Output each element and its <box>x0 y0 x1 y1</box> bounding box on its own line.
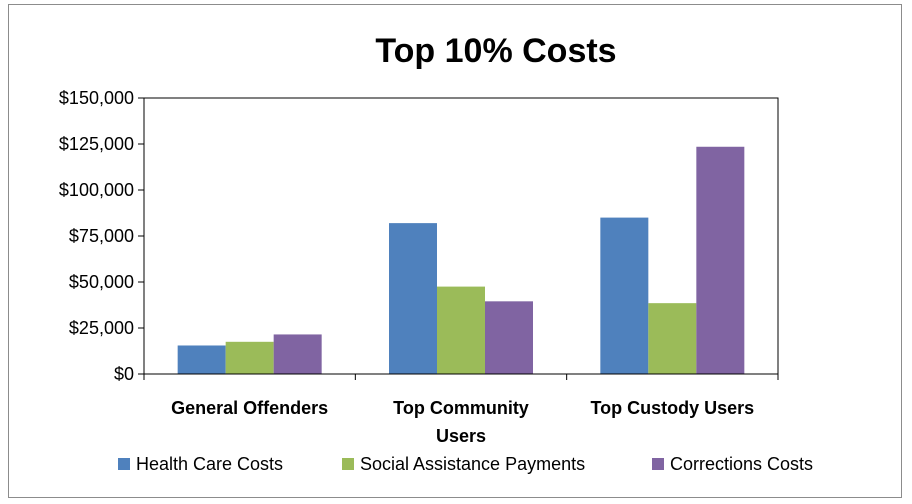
bar <box>485 301 533 374</box>
bar <box>696 146 745 374</box>
x-category-label: Users <box>436 426 486 446</box>
plot-area: $0 $25,000 $50,000 $75,000 $100,000 $125,000 $… <box>59 88 779 446</box>
bar <box>600 217 649 374</box>
bar <box>437 286 485 374</box>
legend-label: Health Care Costs <box>136 454 283 474</box>
bar <box>389 223 437 374</box>
y-tick-label: $125,000 <box>59 134 134 154</box>
x-category-label: Top Community <box>393 398 529 418</box>
legend-swatch <box>118 458 130 470</box>
legend-label: Social Assistance Payments <box>360 454 585 474</box>
y-tick-label: $100,000 <box>59 180 134 200</box>
chart-title: Top 10% Costs <box>375 32 616 70</box>
y-tick-label: $25,000 <box>69 318 134 338</box>
y-tick-label: $50,000 <box>69 272 134 292</box>
bar <box>648 303 697 374</box>
y-tick-label: $75,000 <box>69 226 134 246</box>
bar <box>177 345 226 374</box>
legend: Health Care Costs Social Assistance Payme… <box>118 454 813 474</box>
y-tick-label: $0 <box>114 364 134 384</box>
y-tick-label: $150,000 <box>59 88 134 108</box>
legend-swatch <box>652 458 664 470</box>
x-category-label: Top Custody Users <box>590 398 754 418</box>
chart-frame <box>8 4 902 498</box>
x-category-label: General Offenders <box>171 398 328 418</box>
legend-swatch <box>342 458 354 470</box>
legend-label: Corrections Costs <box>670 454 813 474</box>
bar <box>273 334 322 374</box>
bar <box>225 341 274 374</box>
